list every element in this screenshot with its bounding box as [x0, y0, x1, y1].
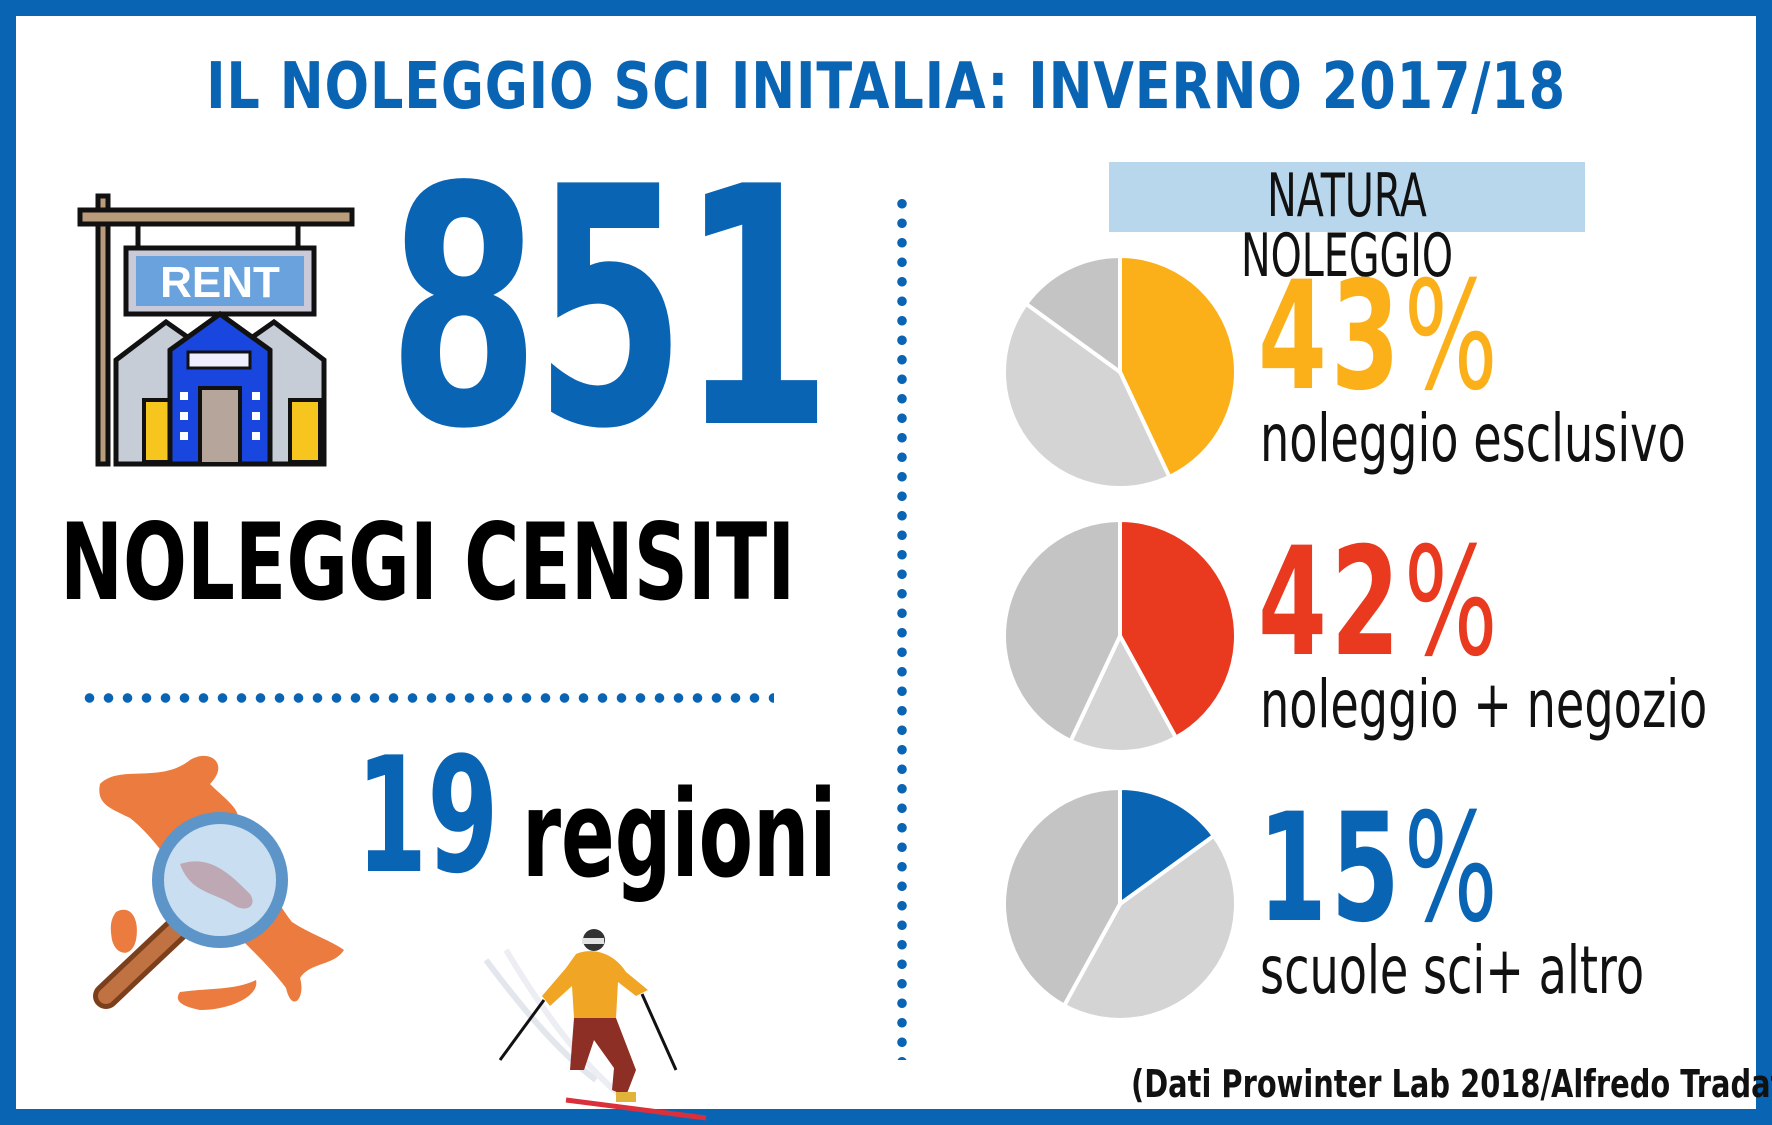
stat-2-label: noleggio + negozio	[1260, 666, 1708, 743]
stat-3-percent: 15%	[1258, 794, 1502, 944]
pie-slice-noleggio-esclusivo	[1002, 517, 1122, 744]
stat-2-value: 42	[1258, 516, 1404, 690]
pie-slice-noleggio-esclusivo	[1061, 833, 1238, 1022]
stat-2-percent: 42%	[1258, 528, 1502, 678]
natura-header-box	[1109, 162, 1585, 232]
total-rentals-label: NOLEGGI CENSITI	[60, 501, 796, 624]
pie-chart-2	[1002, 517, 1238, 754]
italy-map-magnifier-icon	[93, 755, 344, 1010]
pie-slice-noleggio-negozio	[1002, 785, 1122, 1009]
rent-sign-text: RENT	[160, 258, 280, 307]
stat-3-value: 15	[1258, 782, 1404, 956]
pie-slice-noleggio-negozio	[1002, 301, 1173, 490]
rent-shop-icon: RENT	[77, 193, 355, 467]
stat-1-value: 43	[1258, 250, 1404, 424]
stat-3-sign: %	[1403, 782, 1502, 956]
regions-number: 19	[356, 722, 499, 909]
stat-1-percent: 43%	[1258, 262, 1502, 412]
stat-2-sign: %	[1403, 516, 1502, 690]
pie-slice-scuole-sci-altro	[1067, 631, 1179, 754]
vertical-dotted-divider	[896, 194, 908, 1060]
pie-chart-1	[1002, 253, 1238, 490]
natura-header: NATURA NOLEGGIO	[1240, 161, 1454, 291]
pie-slice-scuole-sci-altro	[1118, 785, 1217, 908]
skier-icon	[483, 929, 707, 1121]
stat-3-label: scuole sci+ altro	[1260, 932, 1645, 1009]
horizontal-dotted-divider	[80, 692, 774, 704]
pie-slice-noleggio-esclusivo	[1118, 253, 1238, 480]
regions-label: regioni	[522, 766, 837, 905]
page-title: IL NOLEGGIO SCI INITALIA: INVERNO 2017/1…	[206, 50, 1566, 124]
pie-slice-scuole-sci-altro	[1023, 253, 1122, 376]
stat-1-sign: %	[1403, 250, 1502, 424]
pie-slice-noleggio-negozio	[1118, 517, 1238, 741]
pie-chart-3	[1002, 785, 1238, 1022]
source-note: (Dati Prowinter Lab 2018/Alfredo Tradati…	[1131, 1062, 1772, 1106]
stat-1-label: noleggio esclusivo	[1260, 400, 1686, 477]
total-rentals-number: 851	[388, 117, 832, 501]
